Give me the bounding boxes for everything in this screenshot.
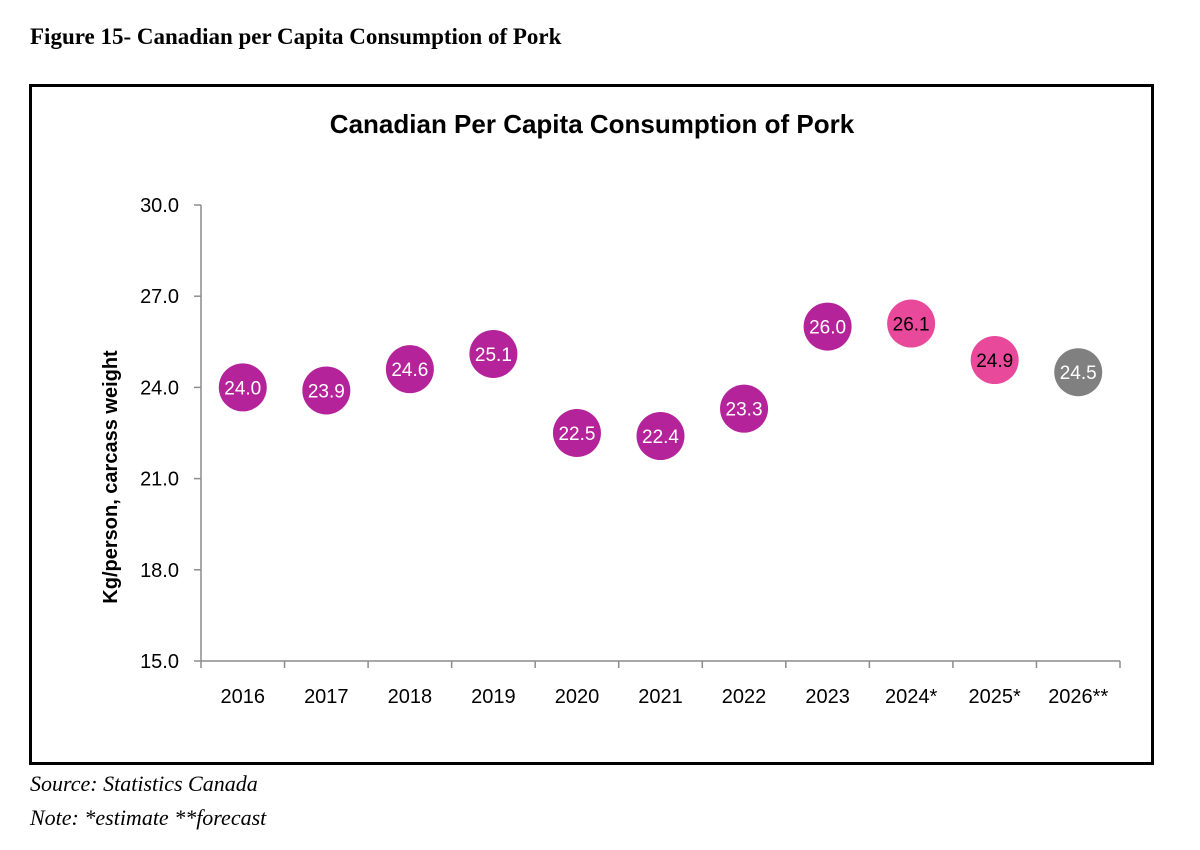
chart-svg: Canadian Per Capita Consumption of Pork … [100, 109, 1121, 708]
y-tick-label: 30.0 [140, 195, 179, 217]
x-tick-label: 2022 [722, 686, 767, 708]
x-tick-label: 2026** [1048, 686, 1108, 708]
data-label: 22.5 [558, 424, 595, 445]
data-point [302, 366, 351, 415]
data-point [385, 345, 434, 394]
data-label: 24.0 [224, 378, 261, 399]
y-tick-label: 24.0 [140, 377, 179, 399]
data-point [803, 302, 852, 351]
data-label: 24.6 [391, 360, 428, 381]
data-label: 25.1 [475, 345, 512, 366]
points-layer: 24.0 23.9 24.6 25.1 22.5 22.4 23.3 26.0 26.1 24.9… [218, 299, 1103, 461]
data-point [1054, 348, 1103, 397]
data-point [720, 384, 769, 433]
y-tick-label: 18.0 [140, 560, 179, 582]
y-axis-label: Kg/person, carcass weight [100, 350, 122, 604]
data-point [552, 409, 601, 457]
x-tick-label: 2024* [885, 686, 937, 708]
data-point [887, 299, 936, 348]
data-label: 24.5 [1060, 363, 1097, 384]
x-tick-label: 2021 [638, 686, 683, 708]
figure-caption: Figure 15- Canadian per Capita Consumpti… [30, 24, 562, 49]
data-label: 23.3 [726, 400, 763, 421]
source-line: Source: Statistics Canada [30, 771, 258, 796]
chart-frame: Canadian Per Capita Consumption of Pork … [29, 84, 1154, 765]
x-tick-label: 2020 [555, 686, 600, 708]
data-point [636, 412, 685, 461]
x-tick-label: 2016 [221, 686, 265, 708]
note-line: Note: *estimate **forecast [30, 805, 267, 830]
axes-layer: 15.0 18.0 21.0 24.0 27.0 30.0 2016 2017 2018 2019… [140, 195, 1121, 708]
data-label: 26.0 [809, 318, 846, 339]
x-tick-label: 2025* [969, 686, 1021, 708]
data-point [970, 336, 1019, 385]
y-tick-label: 15.0 [140, 651, 179, 673]
y-tick-label: 21.0 [140, 469, 179, 491]
x-tick-label: 2023 [805, 686, 850, 708]
x-tick-label: 2018 [388, 686, 433, 708]
data-label: 22.4 [642, 427, 679, 448]
data-point [218, 363, 267, 412]
x-tick-label: 2017 [304, 686, 349, 708]
y-tick-label: 27.0 [140, 286, 179, 308]
data-label: 24.9 [976, 351, 1013, 372]
data-label: 23.9 [308, 381, 345, 402]
data-point [469, 329, 518, 378]
chart-title: Canadian Per Capita Consumption of Pork [330, 109, 855, 139]
x-tick-label: 2019 [471, 686, 515, 708]
data-label: 26.1 [893, 315, 930, 336]
